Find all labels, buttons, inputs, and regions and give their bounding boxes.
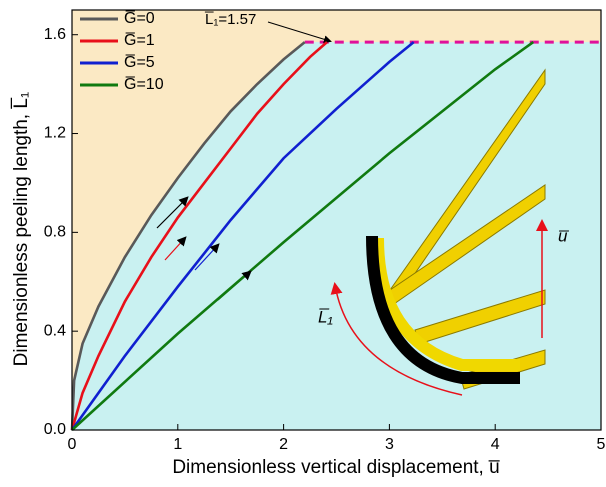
legend-label: G̅=5 — [124, 53, 155, 71]
y-axis-label: Dimensionless peeling length, L̅₁ — [11, 92, 32, 367]
legend-label: G̅=0 — [124, 9, 155, 27]
annotation: L̅₁=1.57 — [204, 11, 256, 28]
chart: L̅₁=1.57G̅=0G̅=1G̅=5G̅=10L̅₁u̅0123450.00… — [0, 0, 606, 487]
x-tick-label: 0 — [68, 436, 77, 453]
legend-label: G̅=10 — [124, 75, 164, 93]
y-tick-label: 0.8 — [44, 224, 66, 241]
legend-label: G̅=1 — [124, 31, 155, 49]
x-tick-label: 5 — [597, 436, 606, 453]
y-tick-label: 1.2 — [44, 125, 66, 142]
x-tick-label: 2 — [279, 436, 288, 453]
y-tick-label: 0.0 — [44, 421, 66, 438]
x-axis-label: Dimensionless vertical displacement, u̅ — [172, 457, 500, 478]
x-tick-label: 4 — [491, 436, 500, 453]
x-tick-label: 3 — [385, 436, 394, 453]
inset-label: L̅₁ — [318, 307, 333, 326]
x-tick-label: 1 — [173, 436, 182, 453]
y-tick-label: 1.6 — [44, 26, 66, 43]
y-tick-label: 0.4 — [44, 322, 66, 339]
